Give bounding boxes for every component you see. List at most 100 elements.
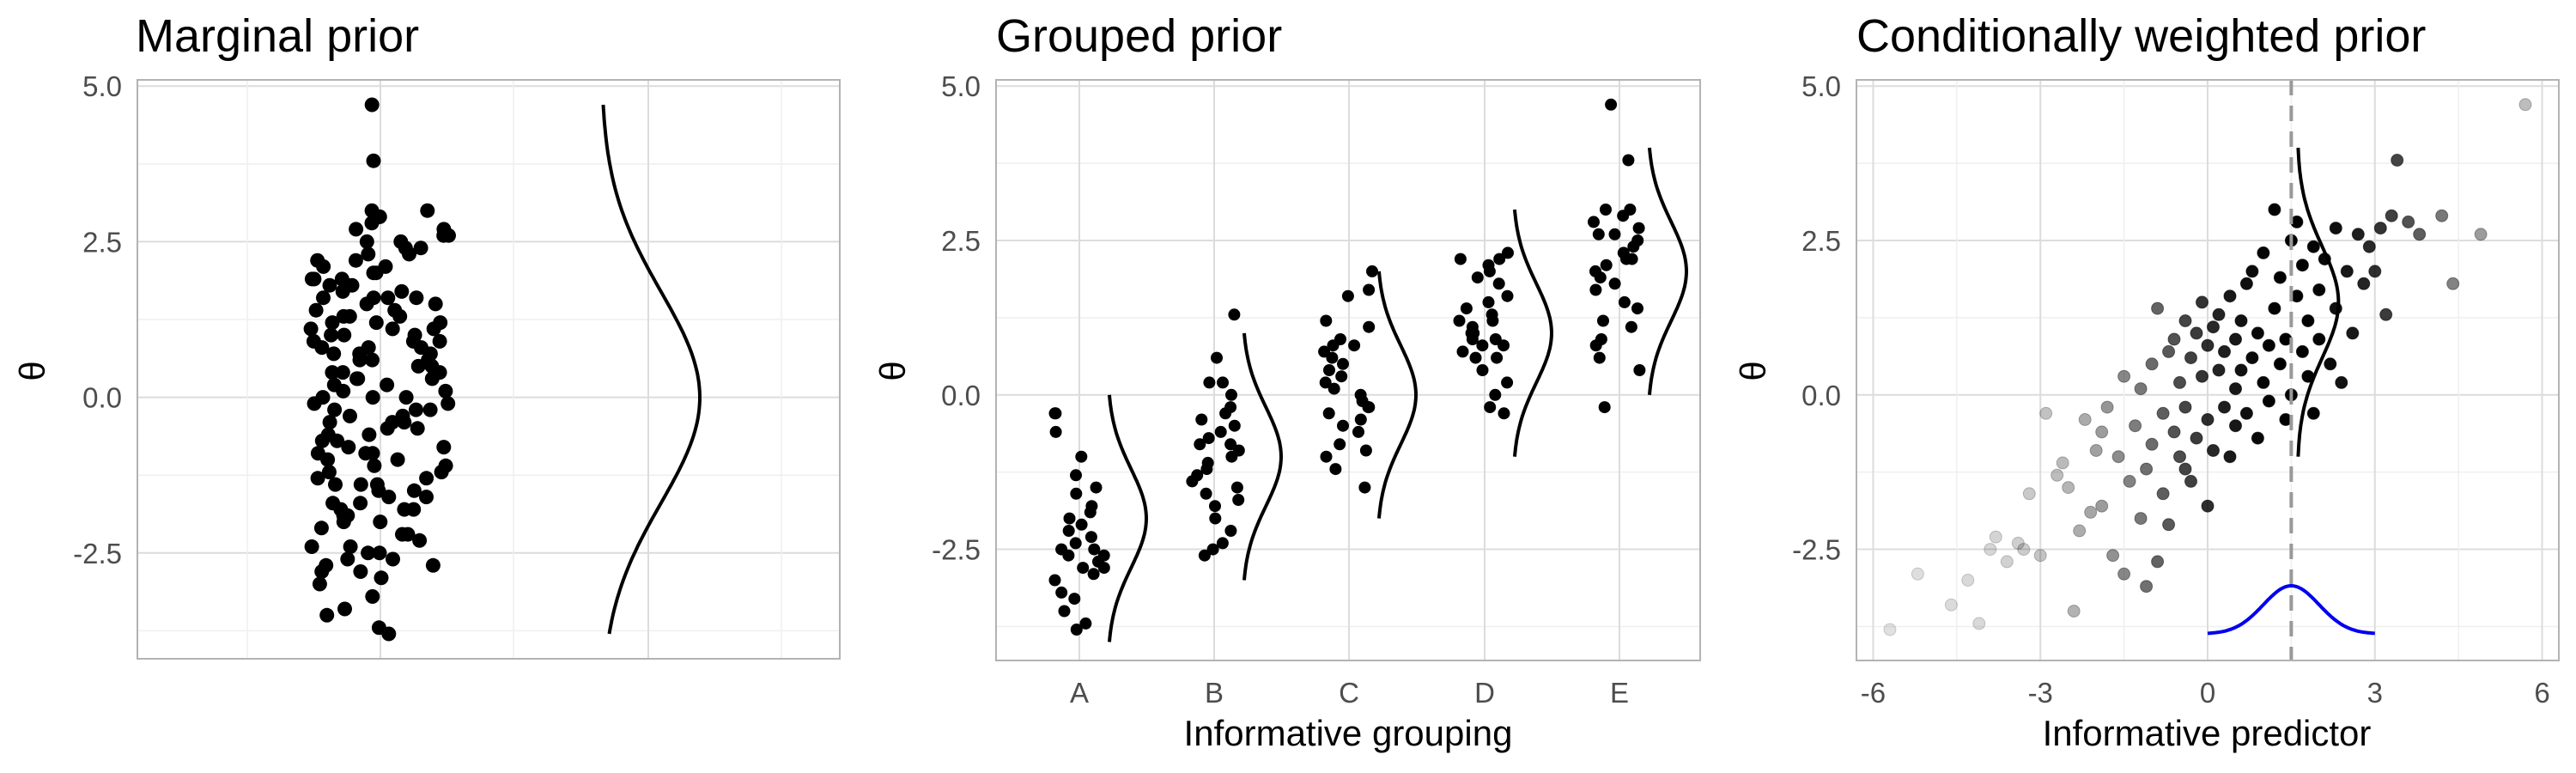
data-point (1608, 228, 1621, 240)
data-point (1323, 364, 1335, 376)
data-point (1335, 370, 1348, 383)
data-point (2435, 209, 2449, 222)
density-line (1242, 332, 1284, 581)
data-point (2234, 363, 2248, 377)
data-point (1358, 481, 1371, 494)
y-tick-label: 0.0 (82, 382, 122, 414)
data-point (342, 308, 357, 324)
data-point (303, 321, 319, 337)
data-point (1055, 543, 1068, 556)
x-tick-label: -6 (1861, 677, 1886, 709)
density-line (1648, 147, 1689, 395)
data-point (1989, 530, 2002, 544)
data-point (1049, 425, 1062, 438)
data-point (419, 490, 434, 505)
data-point (1337, 419, 1349, 432)
data-point (321, 465, 337, 480)
data-point (359, 234, 374, 249)
data-point (1618, 295, 1631, 308)
data-point (2351, 228, 2365, 241)
data-point (1354, 413, 1367, 426)
data-point (353, 496, 368, 511)
data-point (381, 626, 397, 642)
data-point (324, 327, 339, 343)
density-line (601, 104, 702, 635)
data-point (1195, 413, 1208, 426)
data-point (310, 446, 325, 461)
data-point (393, 234, 409, 249)
data-point (402, 247, 416, 262)
data-point (1341, 289, 1354, 302)
data-point (2196, 295, 2208, 309)
data-point (2251, 431, 2264, 445)
data-point (1961, 574, 1975, 587)
data-point (2212, 307, 2226, 321)
panel-title: Grouped prior (996, 10, 1282, 62)
data-point (1589, 265, 1601, 277)
data-point (414, 340, 428, 356)
data-point (343, 539, 358, 554)
data-point (2229, 419, 2242, 433)
data-point (2173, 450, 2186, 464)
y-tick-label: -2.5 (73, 538, 122, 569)
x-tick-label: 6 (2534, 677, 2549, 709)
x-axis-label: Informative predictor (2043, 713, 2372, 753)
density-line (1108, 394, 1149, 642)
data-point (374, 570, 389, 586)
x-tick-label: 3 (2367, 677, 2383, 709)
x-axis-label: Informative grouping (1184, 713, 1513, 753)
data-point (390, 452, 405, 467)
data-point (1087, 568, 1100, 581)
data-point (1469, 351, 1482, 364)
tick-labels: -2.5 0.0 2.5 5.0 A B C D E (932, 70, 1629, 709)
data-point (2084, 505, 2098, 519)
data-point (2268, 203, 2281, 216)
data-point (436, 440, 452, 455)
data-point (1359, 444, 1372, 457)
grid (137, 80, 840, 659)
y-axis-label: θ (12, 361, 52, 380)
y-tick-label: 5.0 (941, 70, 981, 102)
data-point (2151, 301, 2165, 315)
data-point (422, 402, 438, 417)
data-point (424, 371, 440, 386)
data-point (1329, 463, 1342, 476)
data-point (2379, 307, 2393, 321)
data-point (2117, 567, 2131, 581)
data-point (1322, 407, 1335, 420)
data-point (350, 371, 366, 386)
data-point (2268, 301, 2281, 315)
data-point (1502, 247, 1514, 259)
data-point (2239, 277, 2253, 290)
data-point (1062, 525, 1075, 537)
data-point (2196, 369, 2208, 383)
grid (996, 80, 1700, 660)
data-point (367, 458, 382, 473)
data-point (2329, 222, 2342, 235)
data-point (2474, 228, 2488, 241)
data-point (1055, 586, 1068, 599)
data-point (2373, 222, 2387, 235)
panel-grouped-prior: Grouped prior θ Informative grouping -2.… (872, 10, 1701, 753)
data-point (2140, 462, 2154, 476)
data-point (326, 346, 342, 362)
data-point (1228, 308, 1241, 321)
data-point (2134, 382, 2148, 396)
y-tick-label: -2.5 (932, 534, 981, 566)
data-point (1337, 357, 1349, 370)
data-point (1225, 388, 1237, 401)
data-point (2050, 468, 2064, 482)
x-tick-label: E (1610, 677, 1629, 709)
data-point (1489, 388, 1502, 401)
data-point (1984, 543, 1997, 557)
data-point (1595, 333, 1607, 345)
data-point (2207, 444, 2220, 457)
data-point (2156, 406, 2170, 420)
data-point (1624, 204, 1637, 216)
data-point (1090, 481, 1103, 494)
data-point (1620, 253, 1632, 265)
data-point (361, 427, 377, 442)
data-point (319, 557, 334, 573)
density-curves (1108, 147, 1689, 642)
data-point (1600, 259, 1613, 271)
